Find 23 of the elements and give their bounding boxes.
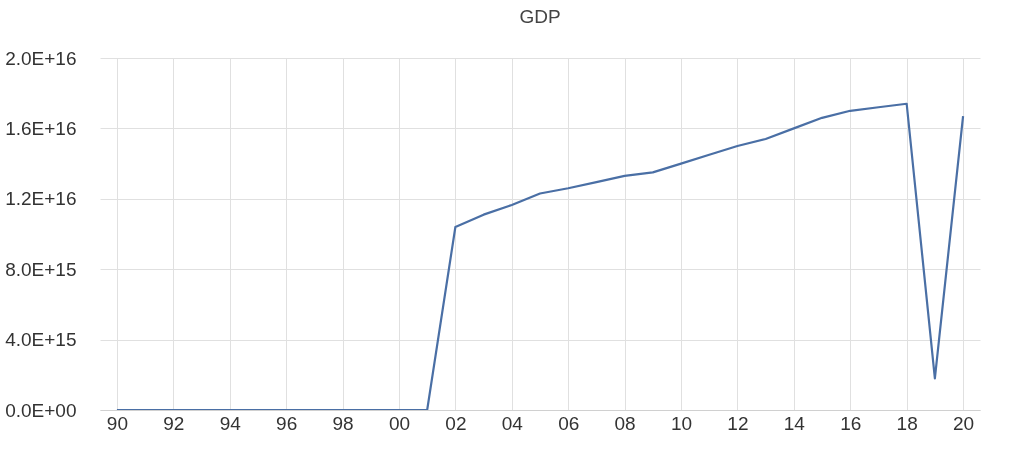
x-tick-label: 18	[896, 412, 918, 434]
x-tick-label: 02	[445, 412, 467, 434]
y-tick-label: 2.0E+16	[5, 47, 77, 69]
y-tick-label: 1.2E+16	[5, 188, 77, 210]
chart-title: GDP	[519, 6, 561, 27]
y-tick-label: 8.0E+15	[5, 258, 77, 280]
x-tick-label: 98	[332, 412, 354, 434]
x-tick-label: 14	[783, 412, 806, 434]
x-tick-label: 90	[106, 412, 128, 434]
x-tick-label: 08	[614, 412, 636, 434]
x-tick-label: 94	[219, 412, 242, 434]
x-tick-label: 04	[501, 412, 524, 434]
x-tick-label: 10	[670, 412, 693, 434]
y-tick-label: 4.0E+15	[5, 329, 77, 351]
y-tick-label: 0.0E+00	[5, 399, 77, 421]
x-tick-label: 96	[276, 412, 298, 434]
x-tick-label: 06	[558, 412, 580, 434]
x-tick-label: 00	[388, 412, 411, 434]
x-tick-label: 20	[953, 412, 975, 434]
x-tick-label: 12	[727, 412, 749, 434]
x-tick-label: 92	[163, 412, 185, 434]
y-tick-label: 1.6E+16	[5, 117, 77, 139]
x-tick-label: 16	[840, 412, 862, 434]
